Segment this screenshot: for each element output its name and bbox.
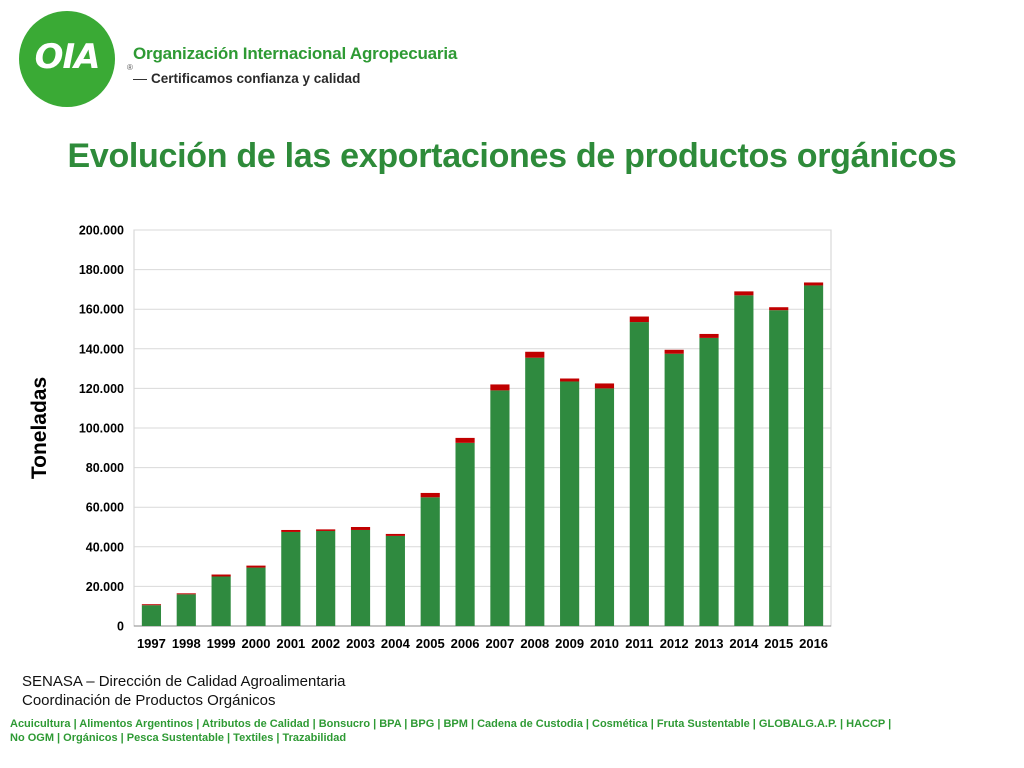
bar-main-2010 (594, 388, 615, 626)
bar-top-2012 (664, 349, 684, 354)
x-tick-label: 1998 (172, 636, 201, 651)
page-title: Evolución de las exportaciones de produc… (67, 137, 957, 175)
source-note: SENASA – Dirección de Calidad Agroalimen… (22, 672, 346, 710)
tagline-rule (133, 79, 147, 80)
chart-svg: 0 20.000 40.000 60.000 80.000 100.000 120.000 1… (28, 224, 832, 651)
y-tick-label: 160.000 (79, 303, 124, 317)
footer-line-2[interactable]: No OGM | Orgánicos | Pesca Sustentable |… (10, 732, 347, 744)
bar-top-2005 (420, 492, 440, 498)
bar-top-2013 (699, 333, 719, 338)
y-tick-label: 200.000 (79, 224, 124, 238)
x-tick-label: 2000 (242, 636, 271, 651)
y-axis-label: Toneladas (28, 377, 51, 479)
y-tick-label: 40.000 (86, 540, 124, 554)
bar-top-2014 (734, 291, 754, 296)
bars (141, 282, 824, 626)
x-tick-label: 2009 (555, 636, 584, 651)
bar-top-2011 (629, 316, 649, 323)
bar-top-2002 (316, 529, 336, 531)
chart: 0 20.000 40.000 60.000 80.000 100.000 120.000 1… (20, 215, 850, 660)
x-tick-label: 2010 (590, 636, 619, 651)
x-tick-label: 2016 (799, 636, 828, 651)
source-line-2: Coordinación de Productos Orgánicos (22, 692, 276, 709)
bar-main-2006 (455, 442, 475, 626)
registered-mark: ® (127, 63, 133, 72)
y-tick-label: 180.000 (79, 263, 124, 277)
logo-text: OIA (34, 37, 101, 77)
bar-top-2001 (281, 529, 301, 532)
bar-main-2013 (699, 337, 719, 626)
bar-main-1999 (211, 576, 231, 626)
organization-tagline: Certificamos confianza y calidad (151, 71, 361, 86)
x-tick-label: 2008 (520, 636, 549, 651)
bar-top-1997 (141, 604, 162, 606)
bar-main-2003 (350, 529, 371, 626)
x-tick-label: 2007 (485, 636, 514, 651)
bar-main-2009 (560, 381, 580, 626)
bar-main-2016 (803, 285, 824, 626)
bar-main-2000 (246, 567, 266, 626)
y-tick-label: 120.000 (79, 382, 124, 396)
bar-top-2009 (560, 378, 580, 382)
bar-top-2003 (350, 527, 371, 530)
bar-top-2015 (769, 307, 789, 311)
y-tick-labels: 0 20.000 40.000 60.000 80.000 100.000 120.000 1… (79, 224, 124, 634)
bar-main-2015 (769, 310, 789, 626)
source-line-1: SENASA – Dirección de Calidad Agroalimen… (22, 673, 346, 690)
bar-top-2000 (246, 565, 266, 568)
bar-top-2010 (594, 383, 615, 389)
services-footer: Acuicultura | Alimentos Argentinos | Atr… (10, 717, 1010, 745)
bar-top-1998 (176, 593, 196, 595)
bar-main-2011 (629, 322, 649, 626)
oia-logo[interactable]: OIA ® (19, 11, 133, 107)
x-tick-label: 2014 (729, 636, 759, 651)
y-tick-label: 140.000 (79, 342, 124, 356)
x-tick-label: 2012 (660, 636, 689, 651)
bar-main-1998 (176, 594, 196, 626)
x-tick-label: 2006 (451, 636, 480, 651)
bar-main-1997 (141, 605, 162, 626)
x-tick-label: 2002 (311, 636, 340, 651)
y-tick-label: 100.000 (79, 422, 124, 436)
bar-main-2004 (385, 535, 405, 626)
x-tick-label: 2005 (416, 636, 445, 651)
bar-main-2014 (734, 295, 754, 626)
bar-top-2006 (455, 437, 475, 443)
bar-top-1999 (211, 574, 231, 577)
x-tick-label: 1999 (207, 636, 236, 651)
organization-name: Organización Internacional Agropecuaria (133, 44, 458, 63)
bar-top-2008 (525, 351, 545, 358)
x-tick-label: 1997 (137, 636, 166, 651)
y-tick-label: 0 (117, 620, 124, 634)
bar-top-2004 (385, 533, 405, 536)
footer-line-1[interactable]: Acuicultura | Alimentos Argentinos | Atr… (10, 718, 892, 730)
bar-top-2007 (490, 384, 510, 391)
x-tick-label: 2003 (346, 636, 375, 651)
x-tick-labels: 1997 1998 1999 2000 2001 2002 2003 2004 2005 2006… (137, 636, 828, 651)
x-tick-label: 2011 (625, 636, 653, 651)
bar-main-2001 (281, 531, 301, 626)
x-tick-label: 2004 (381, 636, 411, 651)
x-tick-label: 2015 (764, 636, 793, 651)
x-tick-label: 2001 (276, 636, 305, 651)
bar-main-2012 (664, 353, 684, 626)
header: OIA ® Organización Internacional Agropec… (0, 0, 1024, 115)
y-tick-label: 60.000 (86, 501, 124, 515)
bar-top-2016 (803, 282, 824, 286)
bar-main-2008 (525, 357, 545, 626)
y-tick-label: 20.000 (86, 580, 124, 594)
bar-main-2002 (316, 530, 336, 626)
bar-main-2005 (420, 497, 440, 626)
bar-main-2007 (490, 390, 510, 626)
y-tick-label: 80.000 (86, 461, 124, 475)
x-tick-label: 2013 (695, 636, 724, 651)
